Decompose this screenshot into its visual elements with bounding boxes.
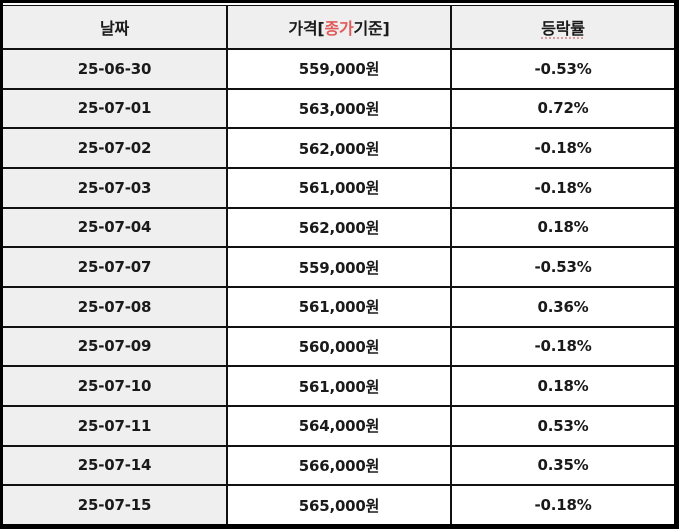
change-rate-cell: 0.35% xyxy=(450,444,674,487)
date-cell: 25-07-11 xyxy=(3,404,228,447)
header-price-highlight: 종가 xyxy=(324,19,354,38)
table-row: 25-07-01 563,000원 0.72% xyxy=(3,87,674,130)
price-cell: 559,000원 xyxy=(226,246,452,288)
header-date-label: 날짜 xyxy=(99,19,130,38)
price-cell: 564,000원 xyxy=(226,404,452,447)
header-rate: 등락률 xyxy=(450,5,674,50)
change-rate-cell: 0.53% xyxy=(450,404,674,447)
price-cell: 563,000원 xyxy=(226,87,452,130)
date-cell: 25-07-04 xyxy=(3,206,228,249)
table-row: 25-07-02 562,000원 -0.18% xyxy=(3,127,674,169)
header-price-prefix: 가격[ xyxy=(288,19,325,38)
table-row: 25-06-30 559,000원 -0.53% xyxy=(3,48,674,90)
price-cell: 566,000원 xyxy=(226,444,452,487)
price-cell: 561,000원 xyxy=(226,166,452,209)
table-row: 25-07-10 561,000원 0.18% xyxy=(3,365,674,407)
table-row: 25-07-04 562,000원 0.18% xyxy=(3,206,674,249)
price-cell: 562,000원 xyxy=(226,206,452,249)
price-cell: 559,000원 xyxy=(226,48,452,90)
price-cell: 562,000원 xyxy=(226,127,452,169)
header-price-suffix: 기준] xyxy=(353,19,390,38)
change-rate-cell: -0.18% xyxy=(450,484,674,524)
table-row: 25-07-14 566,000원 0.35% xyxy=(3,444,674,487)
table-row: 25-07-08 561,000원 0.36% xyxy=(3,285,674,328)
date-cell: 25-07-02 xyxy=(3,127,228,169)
header-rate-label: 등락률 xyxy=(541,19,585,38)
date-cell: 25-07-10 xyxy=(3,365,228,407)
change-rate-cell: -0.18% xyxy=(450,166,674,209)
price-cell: 561,000원 xyxy=(226,365,452,407)
date-cell: 25-07-15 xyxy=(3,484,228,524)
date-cell: 25-07-09 xyxy=(3,325,228,368)
change-rate-cell: 0.36% xyxy=(450,285,674,328)
header-date: 날짜 xyxy=(3,5,228,50)
table-row: 25-07-07 559,000원 -0.53% xyxy=(3,246,674,288)
table-row: 25-07-09 560,000원 -0.18% xyxy=(3,325,674,368)
table-frame: 날짜 가격[종가기준] 등락률 25-06-30 559,000원 -0.53% 25… xyxy=(3,3,674,524)
date-cell: 25-07-14 xyxy=(3,444,228,487)
price-cell: 560,000원 xyxy=(226,325,452,368)
table-row: 25-07-03 561,000원 -0.18% xyxy=(3,166,674,209)
header-price: 가격[종가기준] xyxy=(226,5,452,50)
table-row: 25-07-15 565,000원 -0.18% xyxy=(3,484,674,524)
date-cell: 25-07-01 xyxy=(3,87,228,130)
change-rate-cell: 0.72% xyxy=(450,87,674,130)
date-cell: 25-07-08 xyxy=(3,285,228,328)
price-cell: 561,000원 xyxy=(226,285,452,328)
change-rate-cell: 0.18% xyxy=(450,365,674,407)
date-cell: 25-06-30 xyxy=(3,48,228,90)
date-cell: 25-07-07 xyxy=(3,246,228,288)
change-rate-cell: 0.18% xyxy=(450,206,674,249)
stock-price-table: 날짜 가격[종가기준] 등락률 25-06-30 559,000원 -0.53% 25… xyxy=(3,5,674,524)
header-row: 날짜 가격[종가기준] 등락률 xyxy=(3,5,674,50)
table-row: 25-07-11 564,000원 0.53% xyxy=(3,404,674,447)
change-rate-cell: -0.18% xyxy=(450,127,674,169)
date-cell: 25-07-03 xyxy=(3,166,228,209)
price-cell: 565,000원 xyxy=(226,484,452,524)
change-rate-cell: -0.53% xyxy=(450,246,674,288)
change-rate-cell: -0.18% xyxy=(450,325,674,368)
change-rate-cell: -0.53% xyxy=(450,48,674,90)
